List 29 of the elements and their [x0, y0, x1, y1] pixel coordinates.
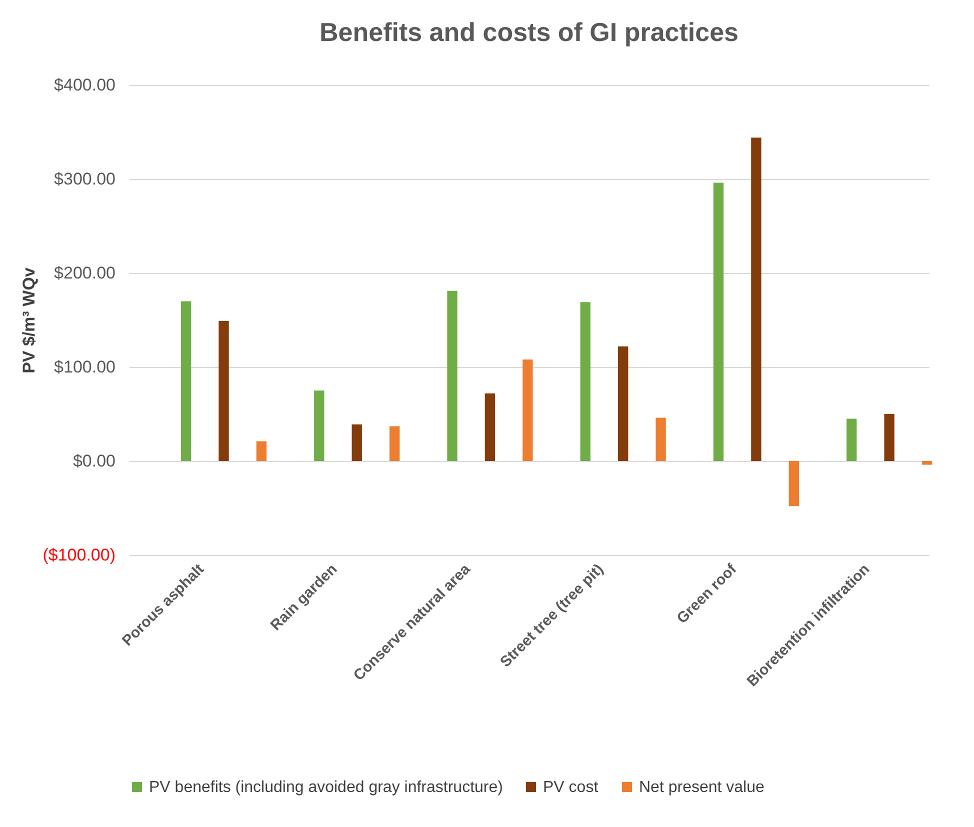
bar: [389, 426, 400, 461]
y-tick-label: $100.00: [54, 358, 116, 376]
bar: [352, 424, 362, 461]
bar: [256, 441, 267, 461]
bar: [713, 182, 724, 461]
y-axis-title: PV $/m³ WQv: [20, 267, 39, 374]
y-tick-label: $400.00: [54, 76, 116, 94]
bar: [580, 302, 590, 461]
bar: [751, 138, 762, 461]
bar: [180, 301, 192, 461]
bar: [314, 390, 324, 461]
bar: [522, 359, 533, 461]
bar: [618, 346, 628, 461]
legend-label: PV benefits (including avoided gray infrastructure): [149, 779, 503, 796]
y-tick-label: $200.00: [54, 264, 116, 282]
bar: [788, 461, 800, 506]
y-tick-label: ($100.00): [42, 546, 116, 564]
bar: [656, 418, 666, 461]
bar: [447, 290, 458, 461]
bar: [846, 418, 857, 461]
legend-label: Net present value: [639, 779, 765, 796]
chart-title: Benefits and costs of GI practices: [319, 17, 739, 47]
legend-label: PV cost: [543, 779, 599, 796]
bar: [884, 414, 894, 461]
bar: [218, 320, 229, 461]
y-tick-label: $0.00: [72, 452, 116, 470]
bar: [484, 393, 496, 461]
bar: [922, 461, 932, 465]
y-tick-label: $300.00: [54, 170, 116, 188]
